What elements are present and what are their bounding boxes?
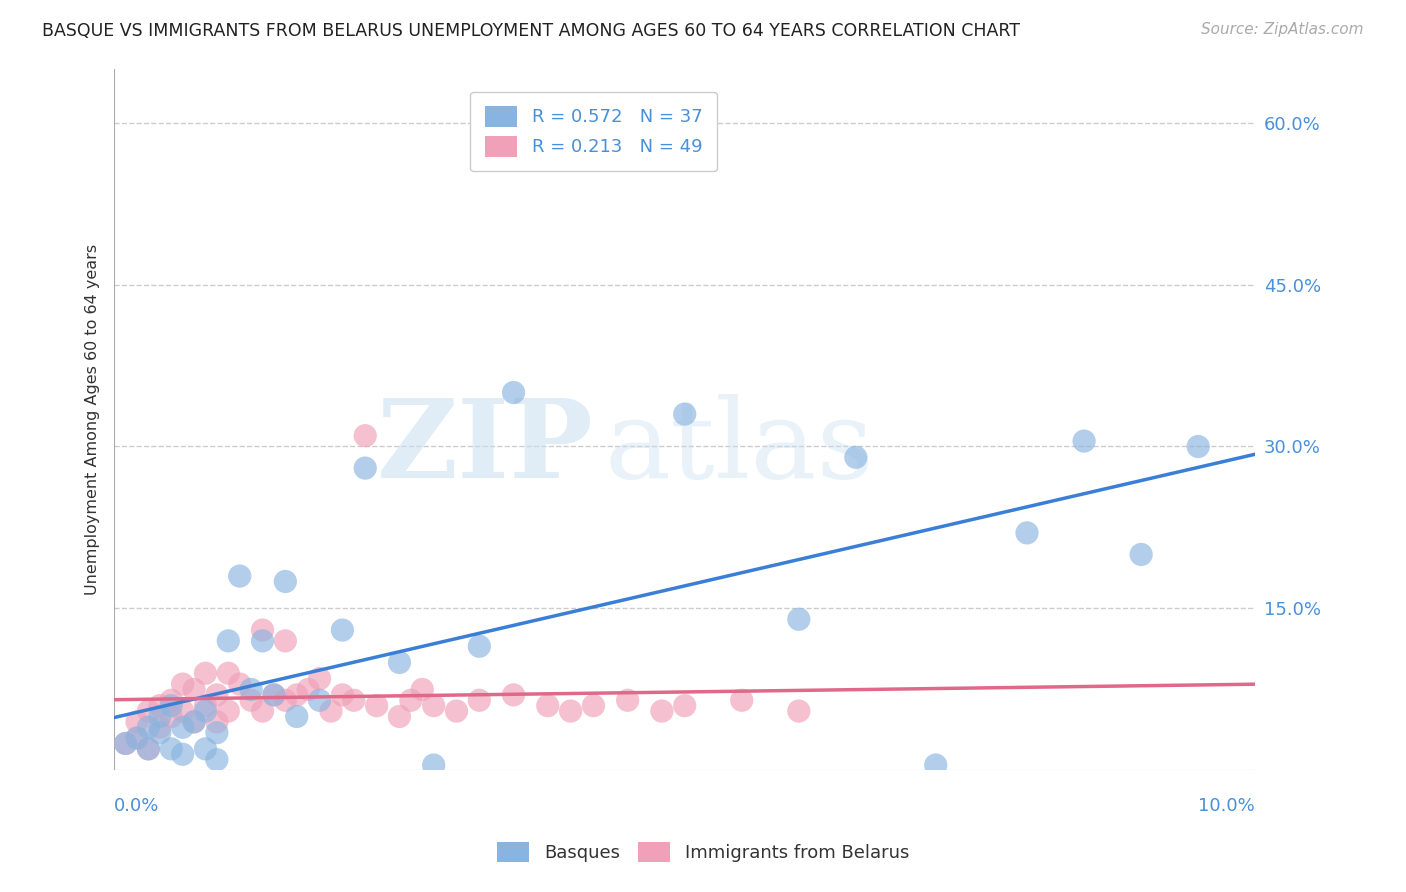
Point [172,720,194,734]
Point [616,693,638,707]
Point [845,450,868,465]
Point [252,623,274,637]
Legend: Basques, Immigrants from Belarus: Basques, Immigrants from Belarus [489,834,917,870]
Point [160,709,183,723]
Point [422,698,444,713]
Point [263,688,285,702]
Point [731,693,754,707]
Point [274,693,297,707]
Point [149,725,172,739]
Point [125,714,148,729]
Point [673,698,696,713]
Point [274,574,297,589]
Point [252,704,274,718]
Point [651,704,673,718]
Point [138,742,160,756]
Y-axis label: Unemployment Among Ages 60 to 64 years: Unemployment Among Ages 60 to 64 years [86,244,100,595]
Point [149,698,172,713]
Point [160,693,183,707]
Point [183,714,205,729]
Point [925,758,948,772]
Point [160,698,183,713]
Point [138,720,160,734]
Text: atlas: atlas [605,394,875,501]
Point [228,677,250,691]
Point [194,742,217,756]
Point [217,704,239,718]
Point [149,720,172,734]
Point [502,385,524,400]
Point [560,704,582,718]
Point [354,461,377,475]
Point [205,714,228,729]
Point [194,666,217,681]
Point [399,693,422,707]
Point [205,725,228,739]
Point [228,569,250,583]
Point [205,753,228,767]
Point [1073,434,1095,448]
Point [297,682,319,697]
Point [240,693,263,707]
Point [1187,440,1209,454]
Point [194,698,217,713]
Point [160,742,183,756]
Point [308,693,330,707]
Point [194,704,217,718]
Point [252,633,274,648]
Point [468,693,491,707]
Text: ZIP: ZIP [377,394,593,501]
Point [125,731,148,745]
Point [125,731,148,745]
Point [285,709,308,723]
Point [787,612,810,626]
Point [183,682,205,697]
Point [388,656,411,670]
Point [149,709,172,723]
Point [138,704,160,718]
Text: Source: ZipAtlas.com: Source: ZipAtlas.com [1201,22,1364,37]
Text: 10.0%: 10.0% [1198,797,1256,815]
Point [673,407,696,421]
Point [537,698,560,713]
Point [1015,525,1038,540]
Point [138,742,160,756]
Text: BASQUE VS IMMIGRANTS FROM BELARUS UNEMPLOYMENT AMONG AGES 60 TO 64 YEARS CORRELA: BASQUE VS IMMIGRANTS FROM BELARUS UNEMPL… [42,22,1021,40]
Text: 0.0%: 0.0% [114,797,159,815]
Point [366,698,388,713]
Point [217,666,239,681]
Point [172,704,194,718]
Point [388,709,411,723]
Point [332,688,354,702]
Point [114,736,136,750]
Point [308,672,330,686]
Point [502,688,524,702]
Point [172,677,194,691]
Point [411,682,433,697]
Point [205,688,228,702]
Point [332,623,354,637]
Point [446,704,468,718]
Point [422,758,444,772]
Point [319,704,342,718]
Point [468,640,491,654]
Point [240,682,263,697]
Legend: R = 0.572   N = 37, R = 0.213   N = 49: R = 0.572 N = 37, R = 0.213 N = 49 [470,92,717,171]
Point [285,688,308,702]
Point [1130,548,1153,562]
Point [183,714,205,729]
Point [343,693,366,707]
Point [582,698,605,713]
Point [172,747,194,762]
Point [217,633,239,648]
Point [354,428,377,442]
Point [787,704,810,718]
Point [263,688,285,702]
Point [114,736,136,750]
Point [274,633,297,648]
